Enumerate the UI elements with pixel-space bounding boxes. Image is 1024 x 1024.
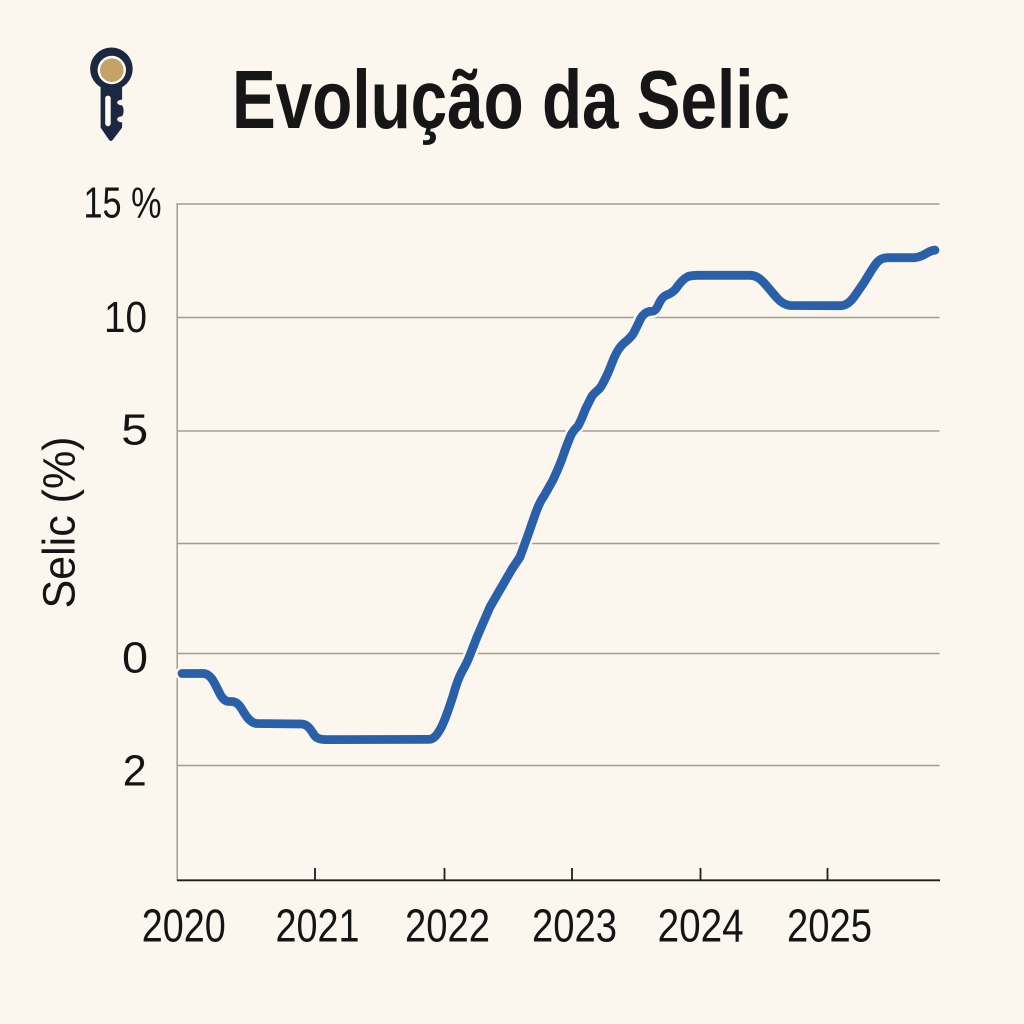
svg-text:2023: 2023	[532, 899, 617, 951]
svg-text:2025: 2025	[787, 899, 872, 951]
svg-text:2020: 2020	[142, 899, 226, 951]
svg-text:2021: 2021	[276, 899, 360, 951]
svg-text:Selic (%): Selic (%)	[34, 437, 85, 609]
svg-text:0: 0	[122, 633, 148, 682]
svg-text:Evolução da Selic: Evolução da Selic	[232, 53, 790, 146]
svg-text:2022: 2022	[405, 899, 490, 951]
svg-text:5: 5	[121, 406, 148, 455]
svg-text:2024: 2024	[658, 899, 744, 951]
svg-text:15 %: 15 %	[84, 179, 162, 228]
svg-text:2: 2	[123, 746, 147, 795]
svg-text:10: 10	[104, 293, 147, 342]
